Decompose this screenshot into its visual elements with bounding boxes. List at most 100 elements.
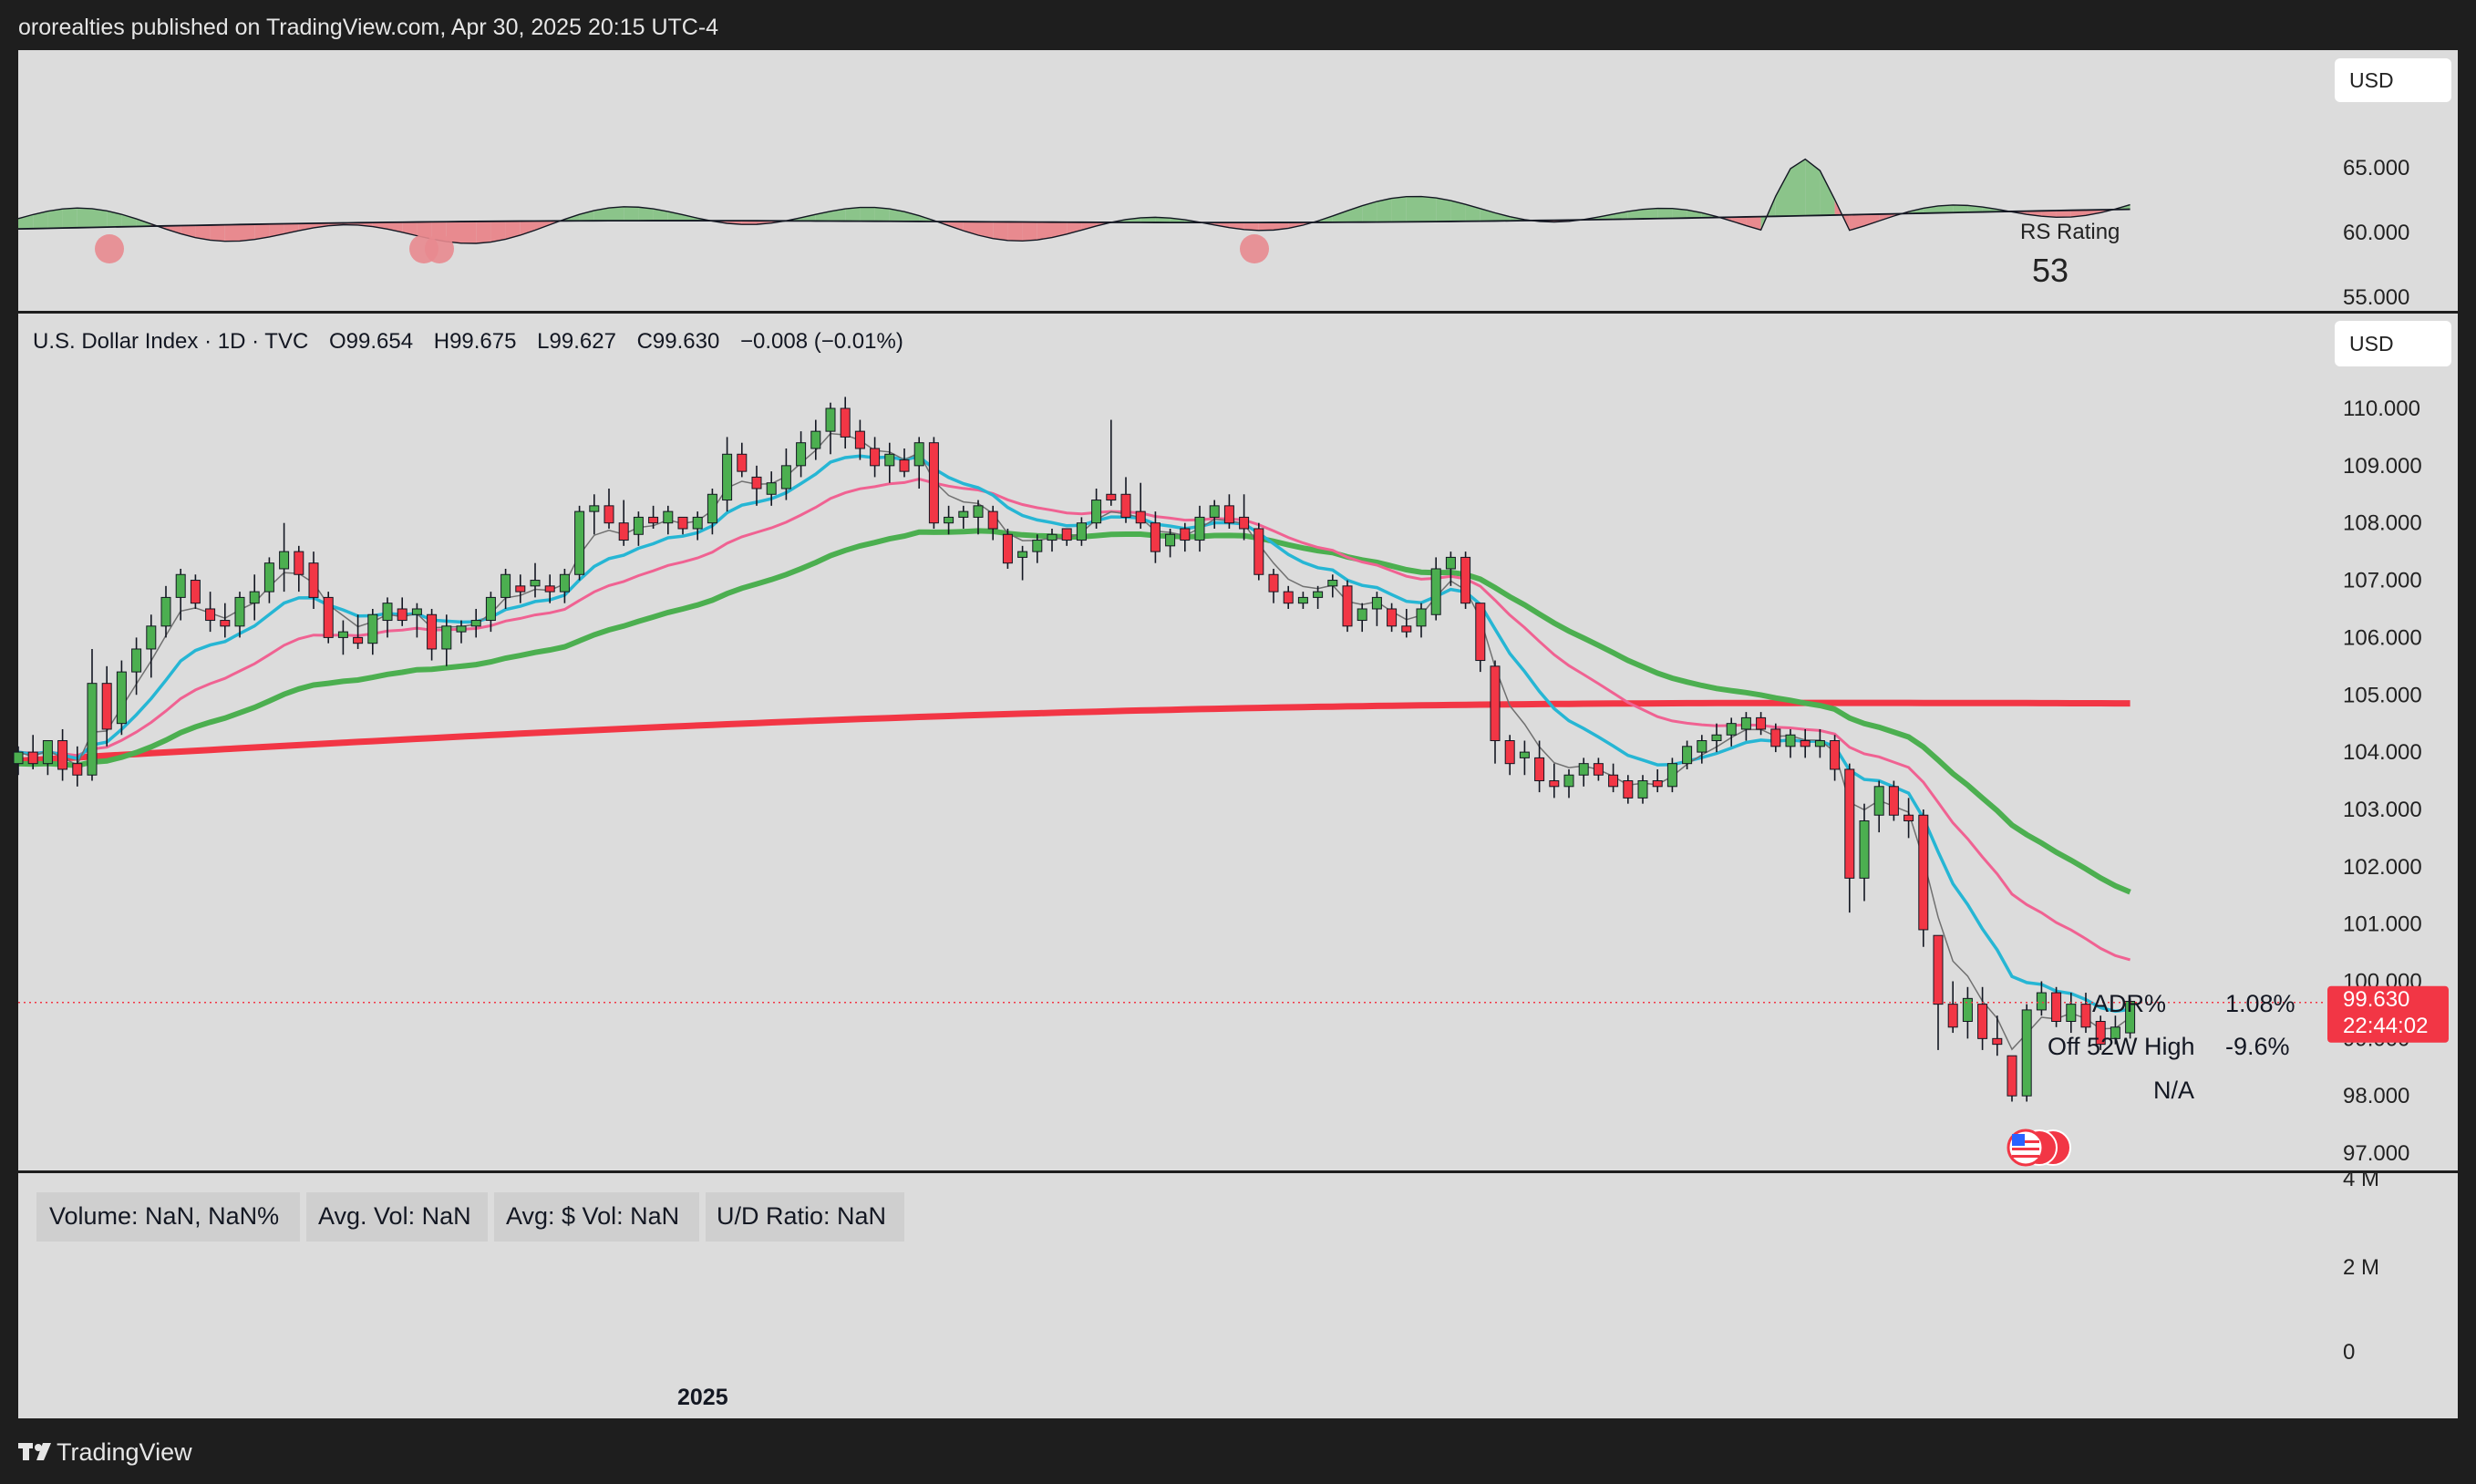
candle <box>382 597 393 638</box>
rs-fill <box>1775 168 1790 217</box>
candle <box>1519 740 1530 776</box>
candle-body <box>1194 516 1205 541</box>
candle-body <box>618 522 629 541</box>
candle-body <box>944 516 954 524</box>
candle <box>604 488 614 529</box>
candle-body <box>1475 603 1486 662</box>
candle <box>677 516 688 535</box>
price-tick: 101.000 <box>2343 912 2422 937</box>
candle <box>1711 723 1722 753</box>
price-tick: 104.000 <box>2343 740 2422 765</box>
candle-body <box>42 740 53 765</box>
candle <box>441 614 452 666</box>
candle <box>1120 477 1131 523</box>
rs-fill <box>77 208 92 228</box>
rs-fill <box>2041 211 2057 218</box>
rs-fill <box>505 221 521 240</box>
candle <box>308 551 319 609</box>
rs-currency-button[interactable]: USD <box>2335 58 2451 102</box>
legend-high: H99.675 <box>434 329 517 354</box>
candle <box>870 437 881 478</box>
candle-body <box>1076 522 1087 541</box>
rs-low-marker <box>425 234 454 263</box>
tradingview-logo-icon[interactable] <box>18 1443 51 1460</box>
candle-body <box>825 407 836 432</box>
footer-brand[interactable]: TradingView <box>57 1438 192 1466</box>
us-flag-icon[interactable] <box>2007 1128 2071 1167</box>
candle-body <box>175 573 186 598</box>
candle <box>737 442 748 478</box>
candle-body <box>279 551 290 570</box>
candle <box>1962 986 1973 1039</box>
candle-body <box>1327 580 1338 587</box>
candle-body <box>263 562 274 593</box>
rs-fill <box>1362 201 1377 222</box>
rs-fill <box>860 207 875 222</box>
rs-fill <box>948 222 964 232</box>
rs-fill <box>1037 222 1052 241</box>
candle-body <box>633 516 644 535</box>
rs-fill <box>593 208 609 222</box>
rs-fill <box>667 211 683 222</box>
candle-body <box>1253 528 1264 575</box>
rs-indicator <box>17 158 2130 263</box>
candle-body <box>1697 740 1707 753</box>
rs-fill <box>314 222 329 228</box>
candle <box>1785 728 1796 758</box>
candle-body <box>1903 814 1914 822</box>
candle <box>2095 1015 2106 1050</box>
candle <box>1873 780 1884 833</box>
candle <box>825 402 836 455</box>
rs-fill <box>1377 198 1392 222</box>
rs-tick-65: 65.000 <box>2343 156 2409 180</box>
candle <box>1357 603 1367 633</box>
candle-body <box>220 620 231 627</box>
candle-body <box>2051 992 2062 1022</box>
rs-fill <box>62 208 77 229</box>
candle-body <box>1519 751 1530 758</box>
rs-fill <box>402 222 418 236</box>
candle <box>411 603 422 638</box>
panel-separator[interactable] <box>18 311 2458 314</box>
candle-body <box>1460 556 1471 604</box>
candle-body <box>441 625 452 650</box>
candle <box>707 488 717 535</box>
candle-body <box>323 596 334 638</box>
candle-body <box>1918 814 1929 931</box>
rs-fill <box>1657 208 1673 219</box>
volume-stat-2: Avg. Vol: NaN <box>318 1202 471 1230</box>
rs-fill <box>845 207 861 222</box>
rs-fill <box>33 211 48 229</box>
rs-fill <box>1421 196 1437 222</box>
rs-fill <box>830 209 846 222</box>
candle <box>353 614 364 649</box>
rs-fill <box>1436 198 1451 222</box>
candle <box>249 574 260 621</box>
candle-body <box>1504 740 1515 765</box>
candle <box>1371 592 1382 626</box>
candle <box>722 437 733 512</box>
candle-body <box>530 580 541 587</box>
candle-body <box>958 510 969 518</box>
candle-body <box>2021 1009 2032 1097</box>
main-currency-button[interactable]: USD <box>2335 321 2451 366</box>
rs-rating-value: 53 <box>2032 252 2068 289</box>
volume-stat-box-3: Avg: $ Vol: NaN <box>494 1192 699 1242</box>
rs-fill <box>889 209 904 222</box>
candle-body <box>13 751 24 765</box>
candle <box>1253 522 1264 581</box>
panel-separator-2[interactable] <box>18 1170 2458 1173</box>
price-tick: 97.000 <box>2343 1141 2409 1166</box>
candle-body <box>648 516 659 524</box>
candle-body <box>1371 596 1382 610</box>
candle <box>633 511 644 546</box>
price-tick: 110.000 <box>2343 397 2420 421</box>
candle-body <box>589 505 600 512</box>
candle-body <box>1962 997 1973 1022</box>
candle <box>1578 757 1589 787</box>
rs-fill <box>993 222 1008 241</box>
candle-body <box>234 596 245 627</box>
price-axis[interactable]: 110.000 109.000 108.000 107.000 106.000 105.0… <box>2343 397 2422 1166</box>
candle <box>1283 585 1294 609</box>
rs-fill <box>92 208 108 228</box>
